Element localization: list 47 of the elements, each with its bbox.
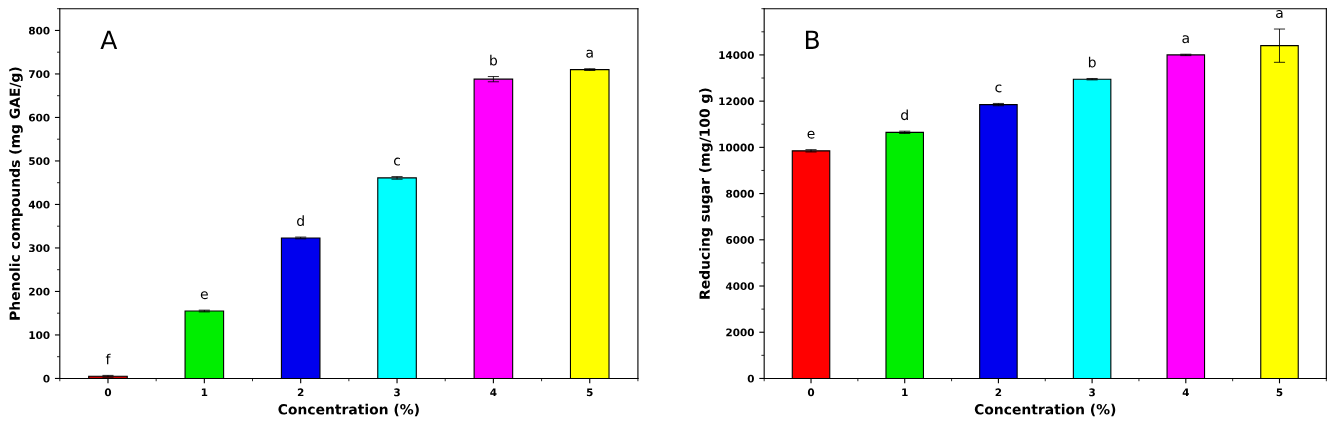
y-tick-label: 14000 (719, 51, 754, 60)
y-tick-label: 800 (28, 26, 50, 35)
annotation: e (200, 291, 208, 300)
y-tick-label: 6000 (726, 236, 754, 244)
y-tick-label: 700 (29, 70, 50, 79)
annotation: a (1276, 10, 1283, 19)
y-axis-title: Reducing sugar (mg/100 g) (699, 88, 713, 299)
x-tick-label: 5 (586, 388, 593, 397)
x-tick-label: 2 (297, 388, 304, 397)
annotation: d (297, 215, 304, 227)
y-tick-label: 0 (747, 374, 754, 383)
x-tick-label: 0 (104, 388, 112, 397)
annotation: B (805, 30, 819, 49)
annotation: c (995, 84, 1002, 93)
x-tick-label: 3 (1089, 388, 1095, 397)
x-tick-label: 1 (201, 388, 208, 397)
y-tick-label: 0 (43, 374, 50, 383)
y-tick-label: 300 (29, 244, 50, 253)
x-tick-label: 5 (1276, 388, 1283, 397)
y-tick-label: 100 (29, 331, 50, 340)
y-tick-label: 200 (29, 287, 50, 296)
y-tick-label: 500 (29, 157, 50, 166)
annotation: a (586, 49, 593, 58)
y-tick-label: 8000 (726, 189, 754, 198)
annotation: b (490, 54, 498, 66)
y-tick-label: 2000 (726, 328, 754, 337)
annotation: b (1088, 56, 1096, 68)
x-tick-label: 3 (394, 388, 400, 397)
y-tick-label: 12000 (719, 97, 754, 106)
y-tick-label: 4000 (725, 282, 754, 291)
x-tick-label: 1 (902, 388, 908, 397)
y-tick-label: 10000 (719, 143, 754, 152)
annotation: d (901, 109, 908, 121)
x-tick-label: 0 (807, 388, 815, 397)
x-tick-label: 4 (490, 388, 497, 397)
x-tick-label: 2 (995, 388, 1002, 397)
y-tick-label: 400 (28, 200, 50, 209)
x-axis-title: Concentration (%) (278, 403, 419, 417)
x-axis-title: Concentration (%) (974, 403, 1116, 417)
annotation: f (105, 353, 111, 365)
y-axis-title: Phenolic compounds (mg GAE/g) (9, 67, 23, 320)
annotation: a (1182, 35, 1189, 44)
annotation: e (807, 130, 815, 139)
y-tick-label: 600 (28, 113, 50, 122)
annotation: c (393, 157, 400, 166)
annotation: A (100, 30, 118, 49)
x-tick-label: 4 (1182, 388, 1189, 397)
